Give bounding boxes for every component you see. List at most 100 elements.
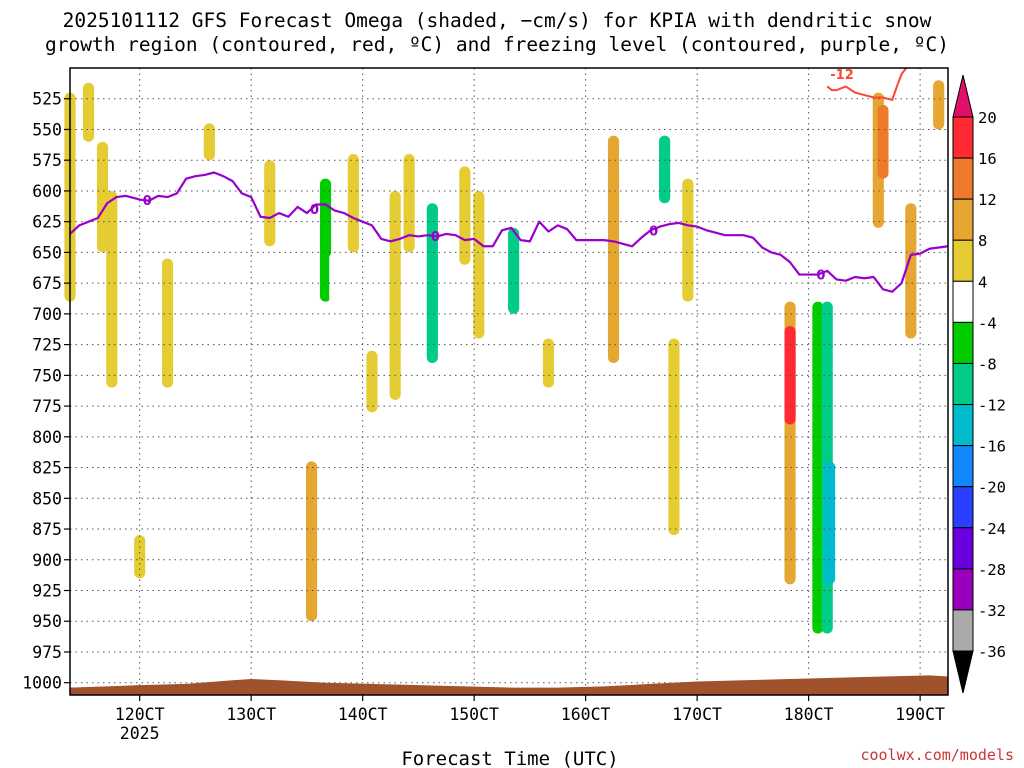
y-tick-label-925: 925 — [32, 582, 62, 601]
colorbar-label-2: 12 — [978, 191, 997, 209]
omega-feature-1 — [83, 82, 95, 142]
omega-feature-18 — [459, 166, 471, 265]
freezing-level-label-1: 0 — [310, 203, 319, 218]
omega-feature-32 — [784, 326, 796, 425]
omega-feature-7 — [264, 160, 276, 247]
site-credit: coolwx.com/models — [860, 746, 1014, 764]
terrain-fill — [70, 675, 948, 695]
freezing-level-label-2: 0 — [431, 230, 440, 245]
y-tick-label-700: 700 — [32, 305, 62, 324]
colorbar-label-5: -4 — [978, 314, 997, 332]
omega-feature-40 — [933, 80, 945, 130]
omega-feature-35 — [823, 461, 836, 585]
colorbar-label-10: -24 — [978, 520, 1006, 538]
freezing-level-line — [69, 171, 949, 293]
colorbar-bin-4 — [952, 280, 974, 323]
omega-feature-24 — [640, 399, 652, 523]
y-tick-label-575: 575 — [32, 151, 62, 170]
y-tick-label-650: 650 — [32, 243, 62, 262]
y-tick-label-950: 950 — [32, 612, 62, 631]
colorbar-label-7: -12 — [978, 397, 1006, 415]
omega-feature-36 — [844, 301, 857, 462]
omega-feature-12 — [347, 154, 359, 253]
colorbar-bin-9 — [952, 486, 974, 529]
colorbar-bin-1 — [952, 157, 974, 200]
colorbar-bin-2 — [952, 198, 974, 241]
colorbar-top-arrow — [952, 74, 974, 118]
omega-feature-39 — [905, 203, 917, 339]
y-tick-label-725: 725 — [32, 336, 62, 355]
omega-shading-layer — [64, 80, 945, 634]
colorbar-label-6: -8 — [978, 355, 997, 373]
omega-feature-20 — [505, 215, 517, 609]
omega-feature-9 — [305, 461, 318, 622]
x-tick-label-130CT: 130CT — [226, 705, 276, 724]
omega-feature-22 — [542, 338, 555, 388]
colorbar-bin-7 — [952, 404, 974, 447]
chart-title-line-1: 2025101112 GFS Forecast Omega (shaded, −… — [63, 9, 932, 32]
y-tick-label-600: 600 — [32, 182, 62, 201]
x-tick-label-190CT: 190CT — [895, 705, 945, 724]
colorbar-label-4: 4 — [978, 273, 987, 291]
y-tick-label-1000: 1000 — [22, 674, 62, 693]
contour-layer: 0 0 0 0 0 -12 — [69, 68, 949, 293]
omega-feature-21 — [508, 227, 520, 314]
colorbar-label-3: 8 — [978, 232, 987, 250]
y-tick-label-875: 875 — [32, 520, 62, 539]
omega-feature-14 — [389, 190, 401, 400]
omega-feature-15 — [403, 154, 415, 253]
y-tick-label-850: 850 — [32, 489, 62, 508]
colorbar-bin-8 — [952, 445, 974, 488]
plot-frame — [69, 67, 949, 696]
omega-feature-17 — [426, 203, 438, 364]
omega-feature-5 — [161, 258, 174, 388]
y-tick-label-775: 775 — [32, 397, 62, 416]
colorbar-label-1: 16 — [978, 150, 997, 168]
y-tick-label-625: 625 — [32, 213, 62, 232]
omega-feature-4 — [134, 535, 146, 579]
freezing-level-label-4: 0 — [816, 269, 825, 284]
omega-feature-3 — [106, 190, 118, 388]
omega-feature-11 — [329, 252, 341, 536]
colorbar-bin-6 — [952, 362, 974, 406]
omega-feature-6 — [203, 123, 215, 161]
x-tick-label-180CT: 180CT — [784, 705, 834, 724]
omega-feature-26 — [659, 135, 671, 204]
x-tick-label-120CT: 120CT — [115, 705, 165, 724]
omega-feature-33 — [812, 301, 824, 634]
x-tick-label-170CT: 170CT — [672, 705, 722, 724]
freezing-level-label-3: 0 — [649, 224, 658, 239]
omega-feature-29 — [728, 178, 740, 560]
freezing-level-label-0: 0 — [143, 194, 152, 209]
colorbar-label-13: -36 — [978, 643, 1006, 661]
colorbar-label-11: -28 — [978, 561, 1006, 579]
omega-feature-8 — [301, 166, 313, 327]
omega-feature-10 — [319, 178, 332, 302]
colorbar-label-8: -16 — [978, 438, 1006, 456]
colorbar-label-12: -32 — [978, 602, 1006, 620]
dgz-line-label: -12 — [830, 68, 854, 83]
omega-feature-27 — [668, 338, 680, 536]
surface-terrain — [70, 675, 948, 695]
y-tick-label-675: 675 — [32, 274, 62, 293]
omega-feature-23 — [607, 135, 620, 364]
colorbar-bottom-arrow — [952, 650, 974, 694]
colorbar-bin-10 — [952, 527, 974, 570]
y-tick-label-900: 900 — [32, 551, 62, 570]
x-axis-label: Forecast Time (UTC) — [401, 748, 618, 768]
omega-feature-38 — [877, 104, 889, 179]
y-tick-label-525: 525 — [32, 90, 62, 109]
colorbar-bin-11 — [952, 568, 974, 611]
x-tick-sublabel-year: 2025 — [120, 724, 160, 743]
colorbar-label-0: 20 — [978, 109, 997, 127]
y-tick-label-750: 750 — [32, 366, 62, 385]
dgz-minus12-line — [826, 68, 909, 102]
plot-border — [69, 67, 949, 696]
omega-feature-2 — [96, 141, 109, 253]
y-tick-label-825: 825 — [32, 459, 62, 478]
x-tick-label-140CT: 140CT — [338, 705, 388, 724]
y-tick-label-800: 800 — [32, 428, 62, 447]
colorbar-bin-12 — [952, 609, 974, 652]
y-axis-pressure-ticks: 525 550 575 600 625 650 675 700 725 750 775 800 825 8… — [22, 90, 70, 693]
